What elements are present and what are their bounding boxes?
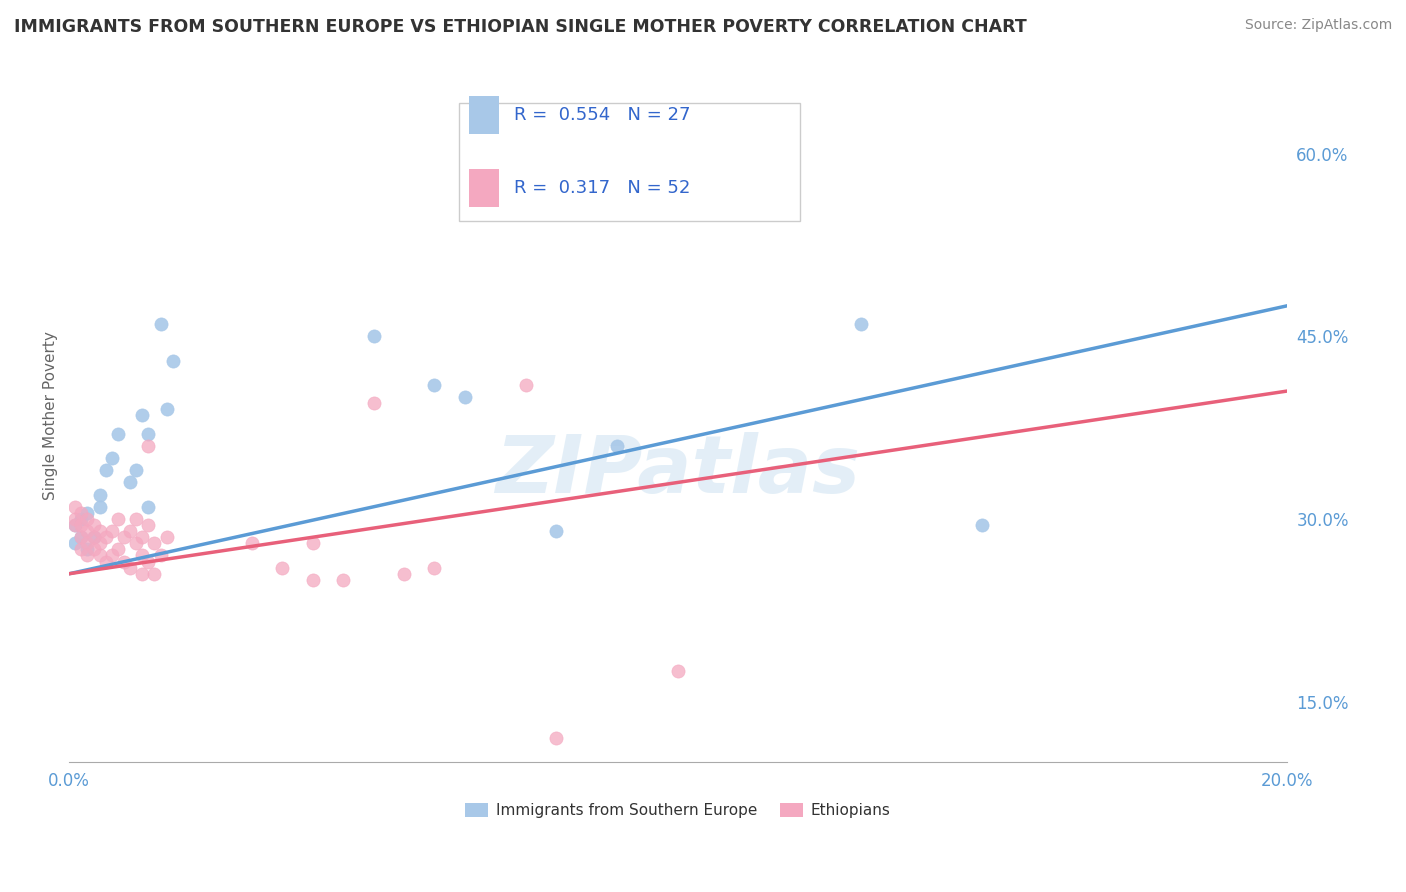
Point bbox=[131, 549, 153, 563]
Point bbox=[546, 524, 568, 538]
Point bbox=[101, 549, 124, 563]
Point bbox=[120, 524, 142, 538]
Point bbox=[143, 536, 166, 550]
Legend: Immigrants from Southern Europe, Ethiopians: Immigrants from Southern Europe, Ethiopi… bbox=[460, 797, 897, 824]
Point bbox=[758, 202, 780, 216]
Point bbox=[65, 500, 87, 514]
Point bbox=[70, 512, 93, 526]
Text: R =  0.317   N = 52: R = 0.317 N = 52 bbox=[513, 179, 690, 197]
Point bbox=[89, 524, 111, 538]
Point bbox=[606, 439, 628, 453]
Point bbox=[149, 549, 172, 563]
Point bbox=[392, 566, 415, 581]
Point bbox=[120, 475, 142, 490]
Point bbox=[65, 518, 87, 533]
Point bbox=[125, 536, 148, 550]
Point bbox=[515, 378, 537, 392]
Point bbox=[363, 329, 385, 343]
Point bbox=[363, 396, 385, 410]
Point bbox=[101, 524, 124, 538]
Point bbox=[76, 506, 98, 520]
Point bbox=[138, 426, 160, 441]
Point bbox=[138, 500, 160, 514]
Point bbox=[83, 518, 105, 533]
Point bbox=[70, 530, 93, 544]
Point bbox=[65, 512, 87, 526]
Y-axis label: Single Mother Poverty: Single Mother Poverty bbox=[44, 331, 58, 500]
Point bbox=[606, 159, 628, 173]
Text: IMMIGRANTS FROM SOUTHERN EUROPE VS ETHIOPIAN SINGLE MOTHER POVERTY CORRELATION C: IMMIGRANTS FROM SOUTHERN EUROPE VS ETHIO… bbox=[14, 18, 1026, 36]
Point bbox=[301, 536, 323, 550]
Point bbox=[301, 573, 323, 587]
Point bbox=[162, 353, 184, 368]
Point bbox=[138, 518, 160, 533]
Point bbox=[70, 506, 93, 520]
Point bbox=[107, 512, 129, 526]
Point bbox=[271, 560, 294, 574]
Point bbox=[101, 451, 124, 466]
Point bbox=[131, 530, 153, 544]
Point bbox=[143, 566, 166, 581]
Point bbox=[70, 542, 93, 557]
Point bbox=[76, 536, 98, 550]
Point bbox=[94, 463, 117, 477]
Point bbox=[972, 518, 994, 533]
Point bbox=[107, 542, 129, 557]
Point bbox=[76, 549, 98, 563]
Point bbox=[423, 378, 446, 392]
Point bbox=[546, 731, 568, 745]
Point bbox=[70, 518, 93, 533]
Point bbox=[125, 512, 148, 526]
Point bbox=[83, 542, 105, 557]
Point bbox=[70, 530, 93, 544]
Point bbox=[120, 560, 142, 574]
Point bbox=[89, 487, 111, 501]
Point bbox=[89, 549, 111, 563]
Point bbox=[89, 500, 111, 514]
FancyBboxPatch shape bbox=[468, 96, 499, 135]
Point bbox=[240, 536, 263, 550]
Point bbox=[131, 566, 153, 581]
Text: Source: ZipAtlas.com: Source: ZipAtlas.com bbox=[1244, 18, 1392, 32]
Point bbox=[332, 573, 354, 587]
Point bbox=[94, 555, 117, 569]
Point bbox=[138, 439, 160, 453]
Point bbox=[76, 524, 98, 538]
Point bbox=[131, 409, 153, 423]
Point bbox=[65, 518, 87, 533]
Point bbox=[83, 530, 105, 544]
Text: R =  0.554   N = 27: R = 0.554 N = 27 bbox=[513, 106, 690, 124]
Point bbox=[138, 555, 160, 569]
Point bbox=[83, 530, 105, 544]
Point bbox=[454, 390, 477, 404]
Point bbox=[849, 317, 872, 331]
Point bbox=[156, 530, 179, 544]
Point bbox=[112, 530, 135, 544]
Point bbox=[76, 512, 98, 526]
Point bbox=[89, 536, 111, 550]
Point bbox=[423, 560, 446, 574]
Text: ZIPatlas: ZIPatlas bbox=[495, 432, 860, 510]
FancyBboxPatch shape bbox=[458, 103, 800, 221]
Point bbox=[149, 317, 172, 331]
Point bbox=[125, 463, 148, 477]
Point bbox=[107, 426, 129, 441]
Point bbox=[76, 542, 98, 557]
Point bbox=[112, 555, 135, 569]
FancyBboxPatch shape bbox=[468, 169, 499, 207]
Point bbox=[65, 536, 87, 550]
Point bbox=[94, 530, 117, 544]
Point bbox=[156, 402, 179, 417]
Point bbox=[666, 664, 689, 678]
